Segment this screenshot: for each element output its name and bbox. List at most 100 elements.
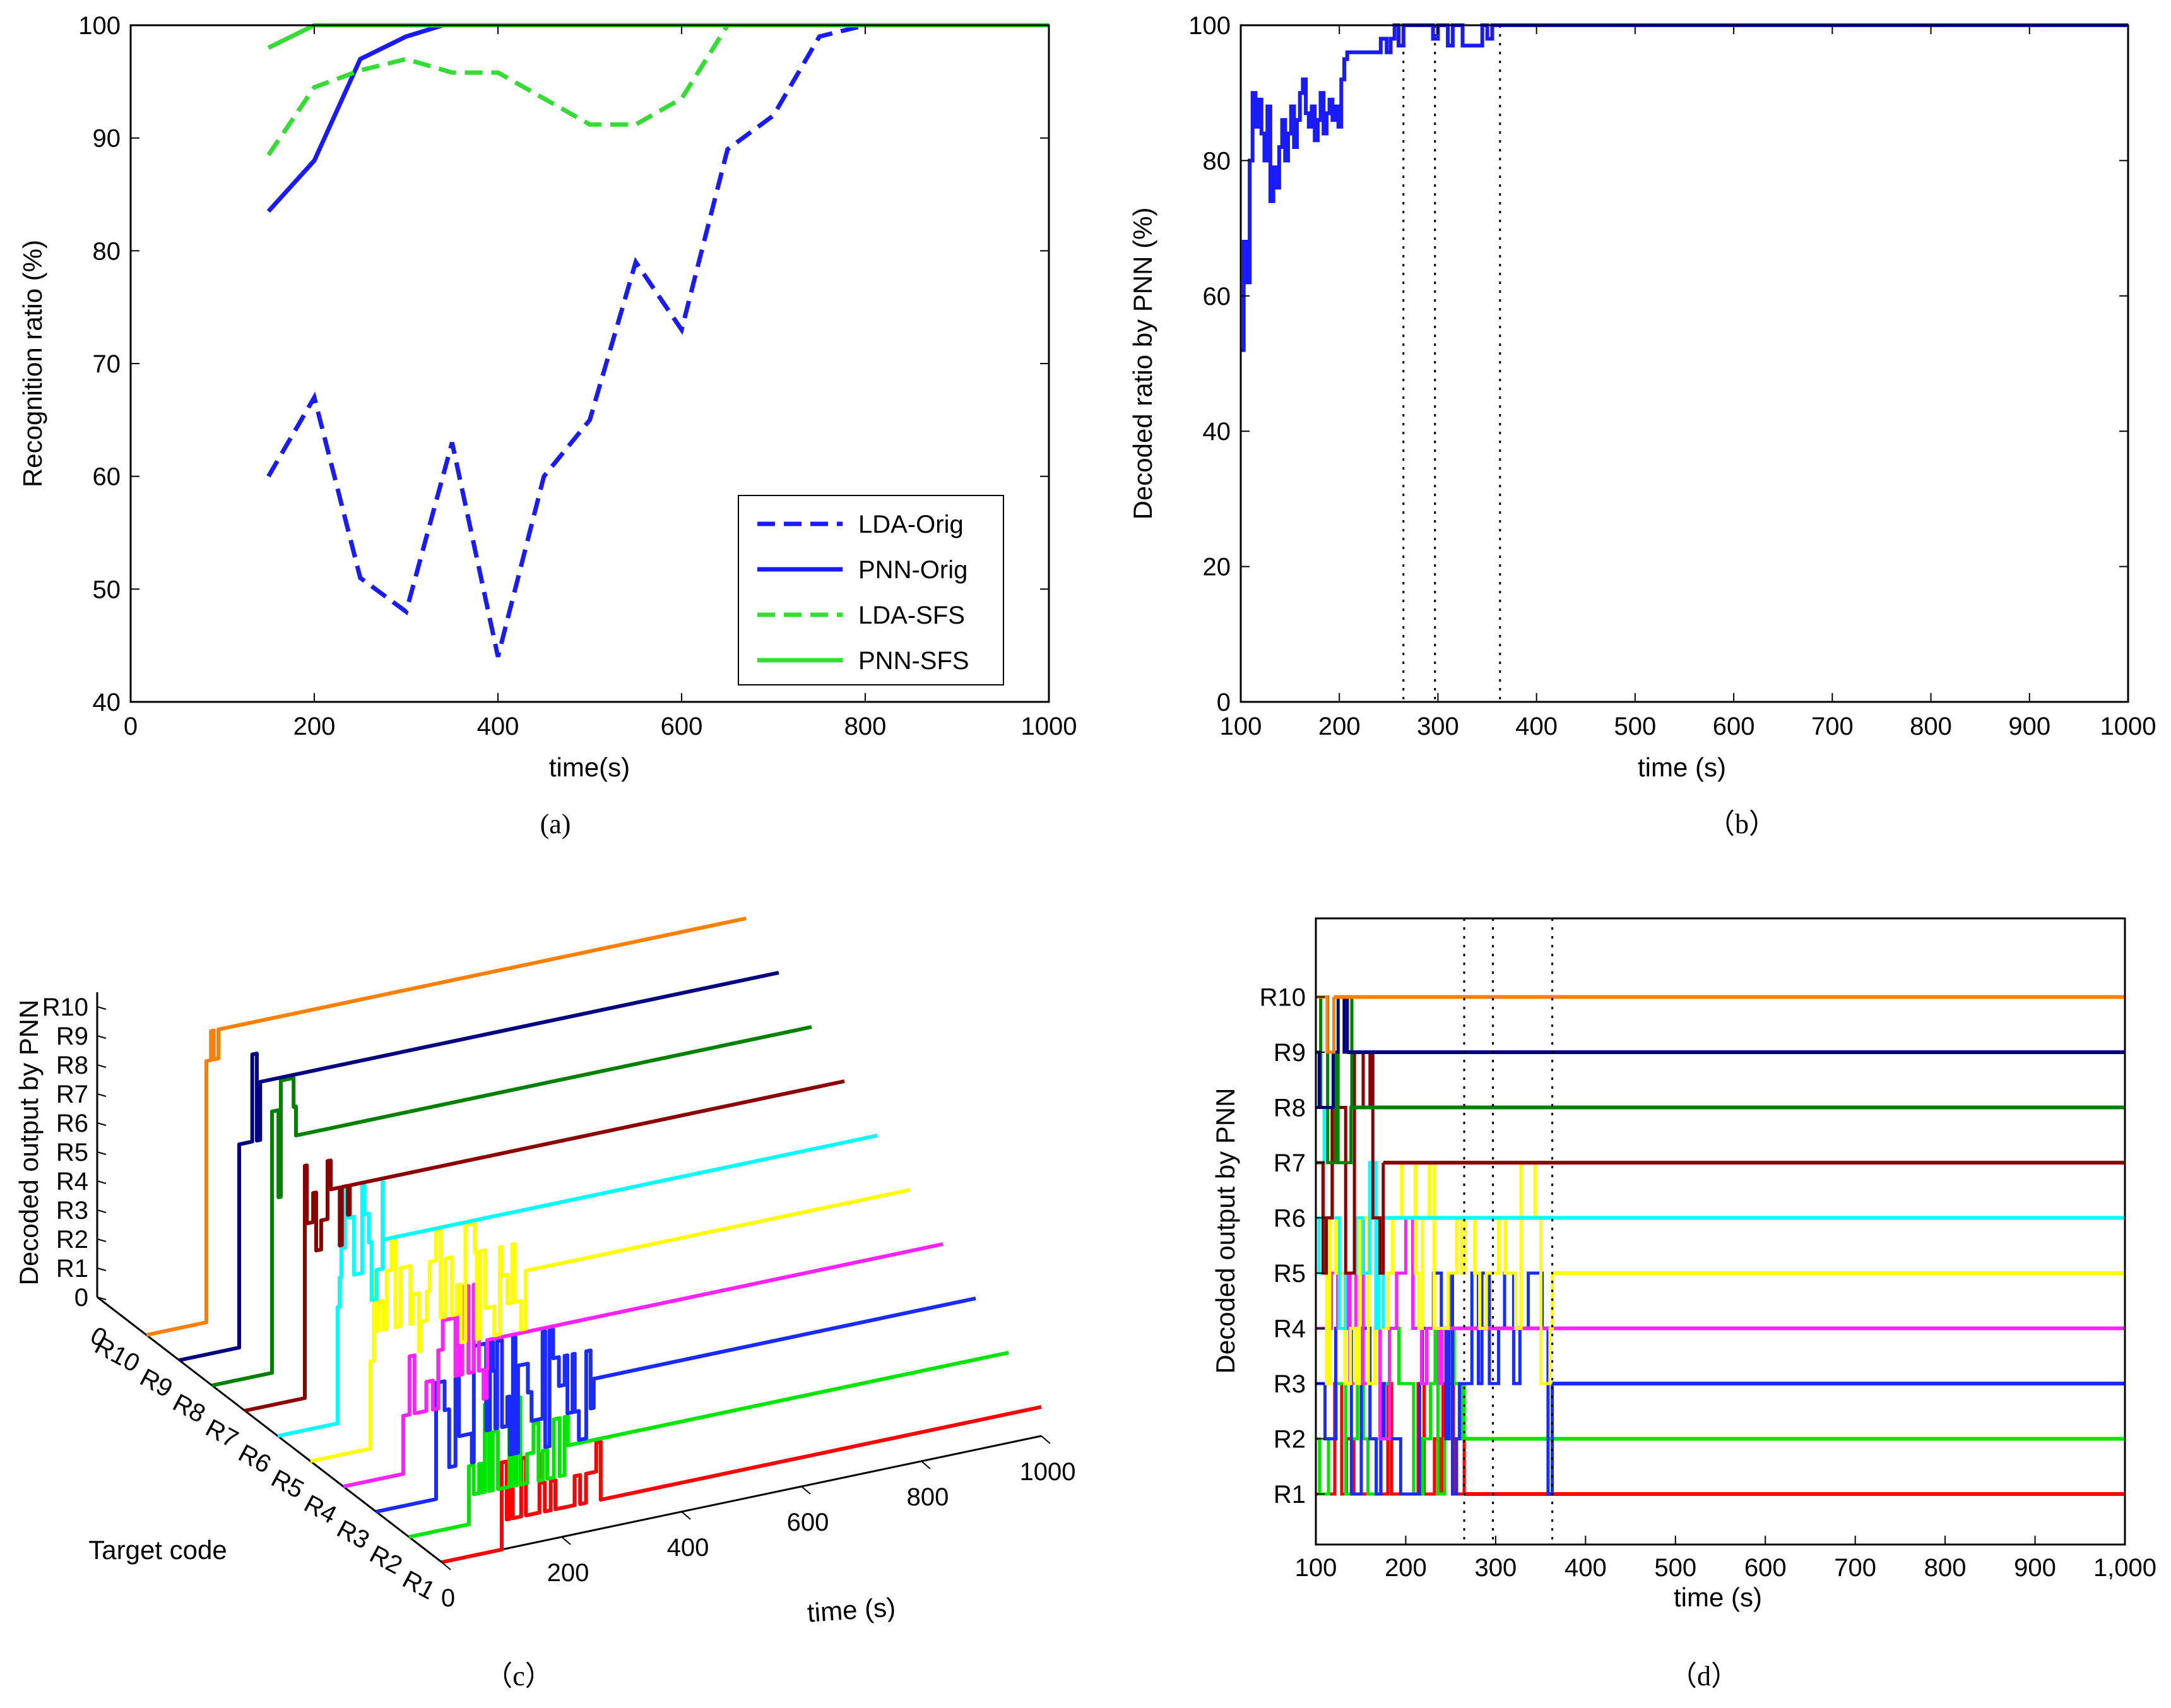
x-tick-label: 100 (1220, 713, 1262, 740)
y-tick-label: R6 (1274, 1205, 1306, 1233)
x-tick-label: 300 (1475, 1554, 1517, 1582)
panel-c-xlabel: time (s) (807, 1592, 897, 1628)
y-tick-label: R10 (1260, 984, 1306, 1012)
height-tick-label: R9 (56, 1023, 88, 1050)
series-r7-trace (244, 1079, 845, 1413)
x-tick-label: 400 (1515, 713, 1558, 740)
height-tick-mark (97, 1064, 107, 1068)
x-tick-label: 200 (1318, 713, 1361, 740)
panel-a: 0 200 400 600 800 1000 40 50 60 70 80 90 100 time(s)… (18, 12, 1077, 839)
x-tick-label: 200 (293, 713, 336, 740)
height-tick-label: R4 (56, 1168, 88, 1195)
panel-c-ticks: 02004006008001000R1R2R3R4R5R6R7R8R9R1000… (42, 993, 1076, 1612)
x-tick-label: 800 (844, 713, 887, 740)
legend-label-pnn-sfs: PNN-SFS (858, 647, 969, 675)
y-tick-label: 90 (93, 125, 121, 153)
y-tick-label: 20 (1203, 554, 1231, 581)
panel-b: 100 200 300 400 500 600 700 800 900 1000 0 20 40 60 80… (1128, 12, 2156, 839)
time-tick-mark (441, 1562, 451, 1570)
y-tick-label: 40 (1203, 418, 1231, 446)
depth-tick-label: R4 (300, 1490, 341, 1529)
panel-d-ticks: 100 200 300 400 500 600 700 800 900 1,000 R1 R2 R3 R4… (1260, 984, 2156, 1582)
depth-tick-label: R1 (398, 1565, 440, 1605)
panel-a-legend: LDA-Orig PNN-Orig LDA-SFS PNN-SFS (738, 495, 1004, 685)
height-tick-mark (97, 1238, 107, 1242)
panel-d-caption: （d） (1669, 1661, 1739, 1692)
depth-tick-label: R9 (136, 1363, 177, 1403)
x-tick-label: 600 (661, 713, 703, 740)
panel-c-ylabel: Decoded output by PNN (14, 1000, 44, 1286)
height-tick-label: R10 (42, 993, 88, 1021)
y-tick-label: 40 (93, 689, 121, 716)
height-tick-label: R8 (56, 1052, 88, 1079)
panel-d-plot-area (1316, 918, 2125, 1545)
y-tick-label: R4 (1274, 1315, 1306, 1343)
height-tick-mark (97, 1093, 107, 1097)
y-tick-label: 100 (78, 12, 121, 40)
height-tick-mark (97, 1180, 107, 1184)
depth-tick-label: R2 (365, 1540, 407, 1580)
series-r8-trace (211, 1025, 812, 1387)
legend-label-lda-sfs: LDA-SFS (858, 602, 965, 629)
height-tick-label: R1 (56, 1255, 88, 1283)
panel-c: 02004006008001000R1R2R3R4R5R6R7R8R9R1000… (14, 916, 1076, 1692)
panel-d: 100 200 300 400 500 600 700 800 900 1,000 R1 R2 R3 R4… (1210, 917, 2156, 1692)
series-pnn-orig-line (266, 23, 1049, 213)
y-tick-label: 0 (1217, 689, 1231, 716)
y-tick-label: 80 (1203, 147, 1231, 175)
time-tick-label: 600 (787, 1509, 829, 1536)
depth-axis-line (97, 1296, 442, 1563)
x-tick-label: 100 (1295, 1554, 1337, 1582)
panel-d-ylabel: Decoded output by PNN (1210, 1088, 1240, 1374)
y-tick-label: 60 (93, 463, 121, 491)
x-tick-label: 800 (1924, 1554, 1967, 1582)
x-tick-label: 800 (1910, 713, 1952, 740)
x-tick-label: 700 (1811, 713, 1854, 740)
time-tick-mark (561, 1536, 571, 1545)
time-tick-mark (1041, 1435, 1051, 1444)
height-tick-mark (97, 1209, 107, 1213)
panel-b-ylabel: Decoded ratio by PNN (%) (1128, 208, 1157, 520)
series-r10-transient (1316, 995, 1335, 1054)
panel-a-caption: (a) (540, 809, 571, 839)
y-tick-label: R7 (1274, 1149, 1306, 1177)
y-tick-label: 60 (1203, 283, 1231, 311)
panel-d-xlabel: time (s) (1674, 1582, 1762, 1612)
y-tick-label: 50 (93, 576, 121, 603)
decoded-ratio-line (1241, 23, 2128, 352)
x-tick-label: 900 (2008, 713, 2050, 740)
panel-c-caption: （c） (485, 1661, 553, 1692)
panel-a-ylabel: Recognition ratio (%) (18, 240, 47, 487)
x-tick-label: 1,000 (2093, 1554, 2156, 1582)
x-tick-label: 900 (2014, 1554, 2056, 1582)
panel-c-3d-axes (96, 992, 1042, 1563)
time-tick-label: 0 (441, 1584, 455, 1612)
y-tick-label: R8 (1274, 1094, 1306, 1122)
height-tick-label: R5 (56, 1139, 88, 1166)
panel-a-xlabel: time(s) (549, 752, 630, 782)
panel-b-axes-box (1239, 24, 2129, 703)
series-r10-trace (146, 916, 747, 1337)
y-tick-label: 80 (93, 237, 121, 265)
x-tick-label: 500 (1654, 1554, 1696, 1582)
time-tick-mark (801, 1486, 811, 1495)
x-tick-label: 400 (1565, 1554, 1607, 1582)
x-tick-label: 1000 (1021, 713, 1077, 740)
depth-tick-label: R7 (201, 1414, 243, 1454)
depth-tick-label: R3 (333, 1515, 374, 1555)
panel-b-caption: （b） (1707, 809, 1777, 839)
depth-tick-label: R5 (267, 1464, 309, 1504)
series-r4-trace (343, 1242, 944, 1488)
time-tick-mark (681, 1511, 691, 1520)
series-r1-trace (441, 1405, 1042, 1564)
panel-a-legend-box (738, 495, 1004, 685)
height-tick-label: R3 (56, 1197, 88, 1225)
time-tick-label: 200 (547, 1559, 589, 1587)
legend-label-lda-orig: LDA-Orig (858, 511, 964, 538)
x-tick-label: 600 (1744, 1554, 1787, 1582)
panel-d-axes-box (1315, 917, 2126, 1546)
panel-c-plot-area (146, 916, 1042, 1564)
height-tick-mark (97, 1151, 107, 1155)
y-tick-label: R5 (1274, 1260, 1306, 1288)
